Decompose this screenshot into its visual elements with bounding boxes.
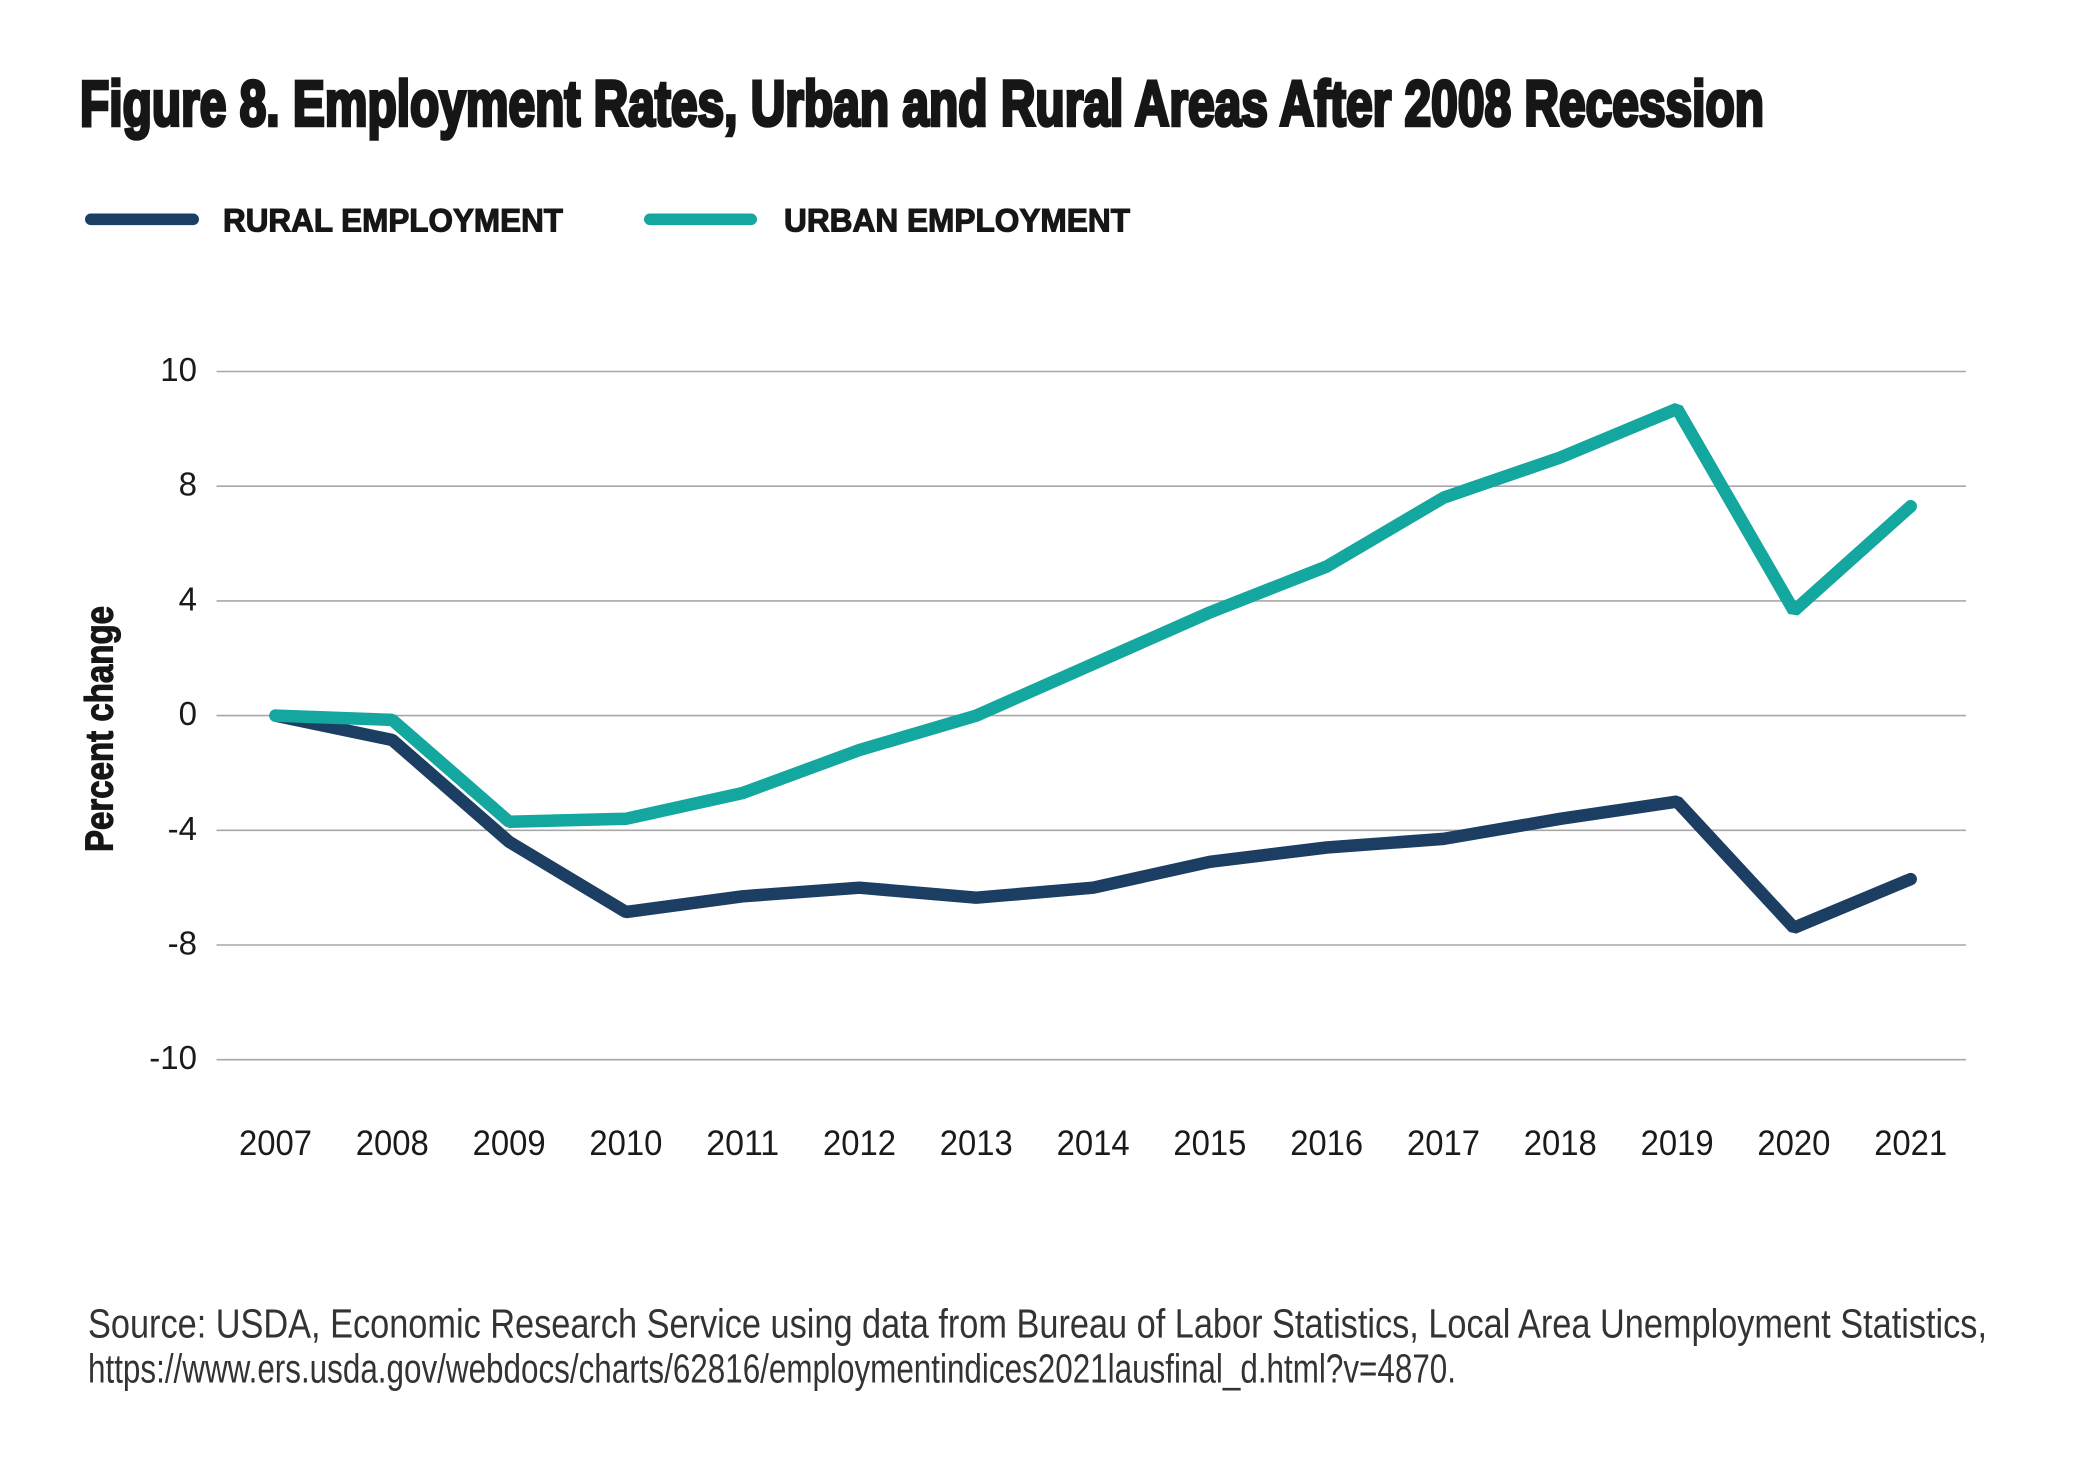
svg-text:2008: 2008 (356, 1124, 429, 1163)
svg-text:2014: 2014 (1057, 1124, 1130, 1163)
svg-text:2020: 2020 (1757, 1124, 1830, 1163)
svg-text:2012: 2012 (823, 1124, 896, 1163)
svg-text:-4: -4 (168, 810, 197, 847)
svg-text:10: 10 (160, 351, 197, 388)
svg-text:8: 8 (179, 466, 197, 503)
svg-text:2013: 2013 (940, 1124, 1013, 1163)
svg-text:4: 4 (179, 580, 197, 617)
svg-text:https://www.ers.usda.gov/webdo: https://www.ers.usda.gov/webdocs/charts/… (88, 1346, 1456, 1392)
svg-text:2011: 2011 (706, 1124, 779, 1163)
svg-text:Percent change: Percent change (79, 606, 122, 852)
svg-text:RURAL EMPLOYMENT: RURAL EMPLOYMENT (223, 203, 563, 239)
svg-text:0: 0 (179, 695, 197, 732)
svg-text:-10: -10 (149, 1039, 197, 1076)
svg-text:2007: 2007 (239, 1124, 312, 1163)
svg-text:Source: USDA, Economic Researc: Source: USDA, Economic Research Service … (88, 1301, 1987, 1347)
svg-text:2018: 2018 (1524, 1124, 1597, 1163)
svg-text:2019: 2019 (1641, 1124, 1714, 1163)
svg-text:-8: -8 (168, 925, 197, 962)
svg-text:2017: 2017 (1407, 1124, 1480, 1163)
svg-text:2015: 2015 (1173, 1124, 1246, 1163)
svg-text:Figure 8. Employment Rates, Ur: Figure 8. Employment Rates, Urban and Ru… (80, 68, 1764, 140)
svg-text:2021: 2021 (1874, 1124, 1947, 1163)
svg-text:URBAN EMPLOYMENT: URBAN EMPLOYMENT (784, 203, 1130, 239)
svg-text:2009: 2009 (473, 1124, 546, 1163)
svg-text:2010: 2010 (589, 1124, 662, 1163)
svg-text:2016: 2016 (1290, 1124, 1363, 1163)
